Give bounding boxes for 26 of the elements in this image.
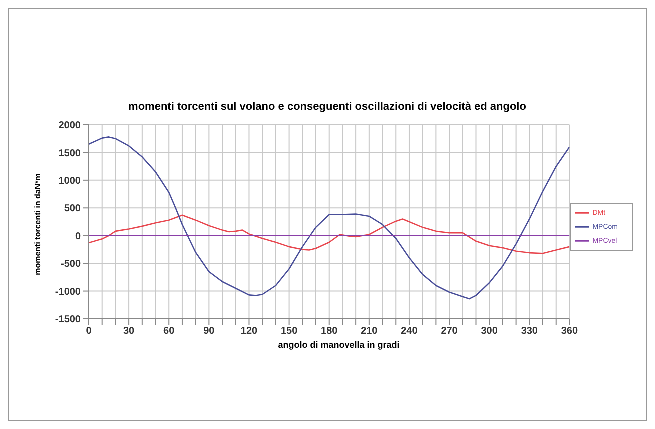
x-tick-label: 150 [280,326,298,338]
x-tick-label: 180 [321,326,338,338]
chart-title: momenti torcenti sul volano e conseguenti oscillazioni di velocità ed angolo [128,101,528,113]
x-tick-label: 360 [561,326,578,338]
x-tick-label: 0 [86,326,92,338]
x-tick-label: 240 [401,326,418,338]
x-axis-title: angolo di manovella in gradi [277,340,401,350]
line-series [89,214,570,254]
y-tick-label: 0 [75,231,82,242]
y-tick-label: -1500 [55,314,82,326]
x-tick-label: 210 [361,326,378,338]
y-axis-title: momenti torcenti in daN*m [34,173,43,275]
y-tick-label: -1000 [55,286,82,298]
y-tick-label: 1500 [58,148,82,160]
y-tick-label: 500 [64,204,82,215]
x-tick-label: 90 [204,326,216,338]
x-tick-label: 60 [164,326,176,338]
x-tick-label: 330 [521,326,538,338]
y-tick-label: 2000 [58,120,82,132]
y-tick-label: 1000 [58,176,82,187]
x-tick-label: 300 [481,326,498,338]
x-tick-label: 30 [123,326,136,338]
line-series [89,136,570,300]
x-tick-label: 120 [240,326,258,338]
y-tick-label: -500 [60,259,82,270]
x-tick-label: 270 [441,326,458,338]
